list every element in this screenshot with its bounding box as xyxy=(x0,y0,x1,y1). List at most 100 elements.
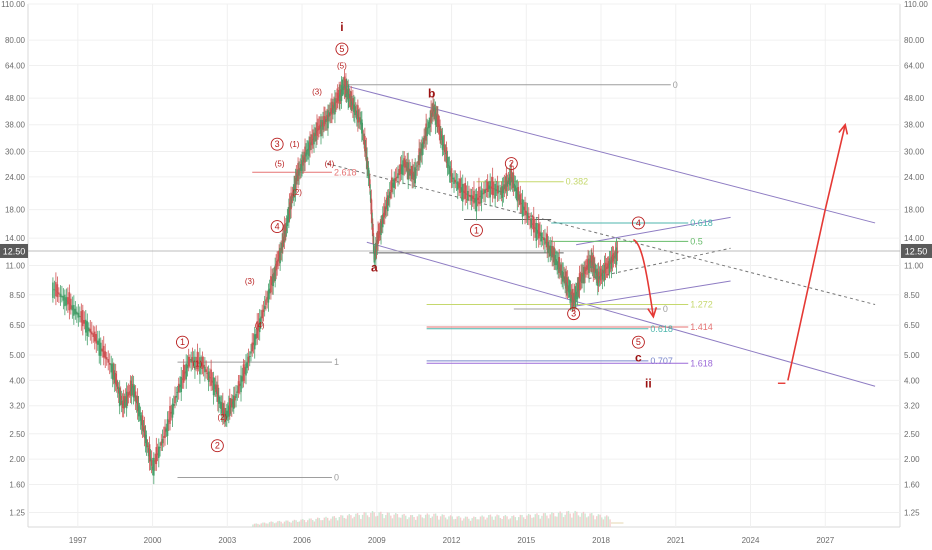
candle-body xyxy=(529,219,531,220)
volume-bar xyxy=(288,521,291,527)
channel-line xyxy=(366,241,876,387)
candle-body xyxy=(402,160,404,176)
volume-bar xyxy=(260,523,262,527)
candle-body xyxy=(229,398,231,414)
candle-body xyxy=(415,169,417,171)
candle-body xyxy=(128,391,131,393)
candle-body xyxy=(426,127,428,137)
candle-body xyxy=(495,189,498,192)
candle-body xyxy=(518,197,521,200)
candle-body xyxy=(489,181,491,198)
volume-bar xyxy=(567,510,570,527)
candle-body xyxy=(306,149,308,155)
candle-body xyxy=(343,76,346,90)
candle-body xyxy=(381,214,384,228)
degree-label: ii xyxy=(645,376,652,390)
volume-bar xyxy=(579,516,581,527)
volume-bar xyxy=(268,522,271,527)
candle-body xyxy=(71,305,74,311)
x-axis: 1997 2000 2003 2006 2009 2012 2015 2018 2021 2024… xyxy=(69,536,835,545)
y-tick-label-left: 2.00 xyxy=(9,455,25,464)
volume-bar xyxy=(493,519,495,527)
volume-bar xyxy=(576,511,578,527)
candle-body xyxy=(304,146,306,163)
candle-body xyxy=(268,288,271,294)
candle-body xyxy=(473,190,475,204)
volume-bar xyxy=(385,515,387,527)
volume-bar xyxy=(438,519,440,527)
volume-bar xyxy=(405,515,407,527)
candle-body xyxy=(527,216,530,219)
candle-body xyxy=(235,393,237,398)
candle-body xyxy=(478,186,480,205)
candle-body xyxy=(515,189,518,191)
candle-body xyxy=(62,295,65,301)
candle-body xyxy=(398,168,401,176)
candle-body xyxy=(272,274,274,287)
candle-body xyxy=(382,212,385,218)
candle-body xyxy=(196,351,199,370)
volume-bar xyxy=(539,518,541,527)
candle-body xyxy=(313,132,315,145)
candle-body xyxy=(616,251,619,254)
candle-body xyxy=(258,318,261,333)
volume-bar xyxy=(257,523,259,527)
candle-body xyxy=(542,237,545,241)
candle-body xyxy=(601,269,604,280)
candle-body xyxy=(428,122,430,129)
wave-label: (5) xyxy=(275,160,285,169)
candle-body xyxy=(481,193,484,195)
candle-body xyxy=(232,395,235,409)
candle-body xyxy=(52,282,54,298)
candle-body xyxy=(364,135,366,152)
candle-body xyxy=(139,415,142,421)
candle-body xyxy=(369,179,371,189)
volume-bar xyxy=(459,517,462,527)
volume-bar xyxy=(278,520,281,527)
channel-line xyxy=(576,216,731,246)
wave-circle xyxy=(470,223,483,237)
candle-body xyxy=(212,377,215,396)
volume-bar xyxy=(498,515,500,527)
volume-bar xyxy=(601,517,603,527)
candle-body xyxy=(393,178,396,188)
candle-body xyxy=(209,377,211,379)
candle-body xyxy=(92,333,95,337)
candle-body xyxy=(174,396,176,404)
candle-body xyxy=(119,395,122,401)
candle-body xyxy=(294,177,297,193)
candle-body xyxy=(503,184,506,190)
wave-label: 3 xyxy=(275,139,280,149)
candle-body xyxy=(197,361,200,364)
candle-body xyxy=(431,113,433,117)
candle-body xyxy=(560,264,562,276)
candle-body xyxy=(480,190,483,203)
wave-label: 4 xyxy=(636,218,641,228)
volume-bar xyxy=(308,518,311,527)
volume-bar xyxy=(557,512,560,527)
candle-body xyxy=(429,117,431,128)
volume-bar xyxy=(537,515,540,527)
candle-body xyxy=(351,101,353,106)
y-tick-label-right: 1.25 xyxy=(904,508,920,517)
candle-body xyxy=(284,230,286,234)
candle-body xyxy=(423,135,425,144)
candle-body xyxy=(225,412,227,419)
y-tick-label-left: 38.00 xyxy=(5,121,26,130)
volume-bar xyxy=(602,519,605,527)
candle-body xyxy=(253,334,256,350)
current-price-tags: 12.50 12.50 xyxy=(0,243,932,258)
volume-bar xyxy=(335,517,337,527)
candle-body xyxy=(524,202,526,216)
volume-bar xyxy=(504,515,507,527)
volume-bar xyxy=(336,520,339,527)
candle-body xyxy=(314,133,316,137)
candle-body xyxy=(85,319,87,333)
volume-bar xyxy=(348,513,350,527)
volume-bar xyxy=(424,514,427,527)
candle-body xyxy=(380,220,383,225)
candle-body xyxy=(389,190,392,191)
candle-body xyxy=(563,276,565,279)
